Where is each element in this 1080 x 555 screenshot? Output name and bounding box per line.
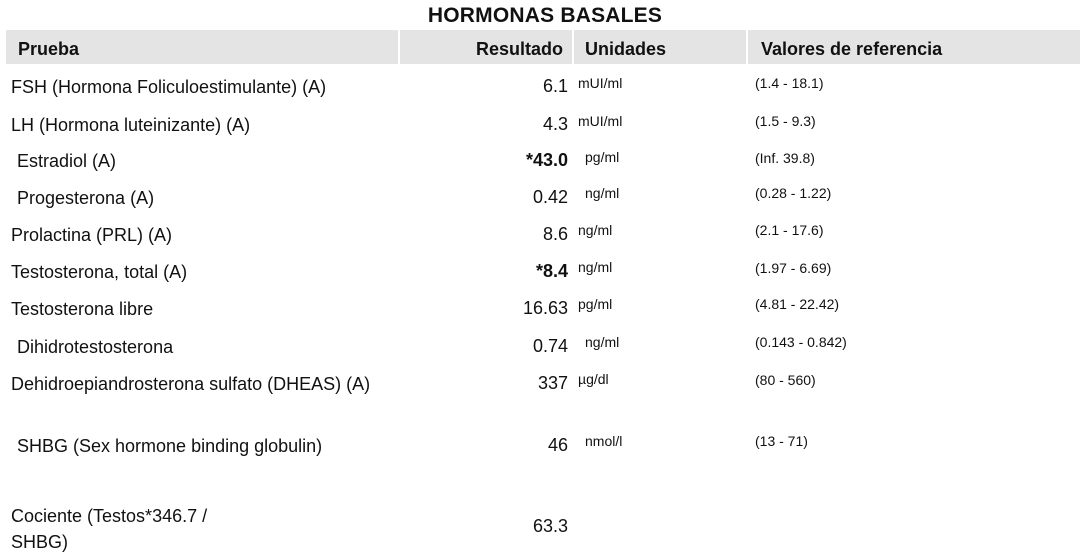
test-name: Estradiol (A) [17, 151, 117, 171]
test-result: 46 [547, 435, 568, 455]
test-units: ng/ml [578, 259, 613, 275]
test-result: 8.6 [542, 224, 568, 244]
test-units: mUI/ml [578, 113, 623, 129]
test-name: Progesterona (A) [17, 188, 155, 208]
test-units: pg/ml [585, 149, 620, 165]
test-units: mUI/ml [578, 75, 623, 91]
test-reference: (13 - 71) [755, 433, 808, 449]
test-name: Dihidrotestosterona [17, 337, 174, 357]
test-name: Prolactina (PRL) (A) [11, 225, 173, 245]
table-header: Prueba Resultado Unidades Valores de ref… [0, 30, 1080, 64]
column-header-test: Prueba [6, 30, 398, 64]
test-name: Cociente (Testos*346.7 / SHBG) [11, 506, 208, 552]
test-reference: (80 - 560) [755, 372, 816, 388]
test-reference: (1.5 - 9.3) [755, 113, 816, 129]
test-reference: (1.97 - 6.69) [755, 260, 832, 276]
test-result: 6.1 [542, 76, 568, 96]
test-units: ng/ml [585, 185, 620, 201]
test-units: µg/dl [578, 371, 609, 387]
test-name: LH (Hormona luteinizante) (A) [11, 115, 251, 135]
test-reference: (0.28 - 1.22) [755, 185, 832, 201]
test-result-flagged: *43.0 [525, 150, 568, 170]
test-result: 0.42 [532, 187, 568, 207]
test-name: Dehidroepiandrosterona sulfato (DHEAS) (… [11, 374, 371, 394]
test-result: 337 [537, 373, 568, 393]
test-name: SHBG (Sex hormone binding globulin) [17, 436, 323, 456]
test-units: pg/ml [578, 296, 613, 312]
test-reference: (Inf. 39.8) [755, 150, 815, 166]
test-result: 0.74 [532, 336, 568, 356]
test-units: nmol/l [585, 433, 623, 449]
test-name: Testosterona, total (A) [11, 262, 188, 282]
test-result: 4.3 [542, 114, 568, 134]
test-result: 16.63 [522, 298, 568, 318]
column-header-units: Unidades [574, 30, 746, 64]
column-header-result: Resultado [400, 30, 572, 64]
test-reference: (1.4 - 18.1) [755, 75, 824, 91]
test-units: ng/ml [578, 222, 613, 238]
test-result-flagged: *8.4 [535, 261, 568, 281]
test-name: FSH (Hormona Foliculoestimulante) (A) [11, 77, 327, 97]
test-reference: (0.143 - 0.842) [755, 334, 847, 350]
test-reference: (2.1 - 17.6) [755, 222, 824, 238]
test-name: Testosterona libre [11, 299, 154, 319]
test-units: ng/ml [585, 334, 620, 350]
column-header-reference: Valores de referencia [748, 30, 1080, 64]
test-reference: (4.81 - 22.42) [755, 296, 840, 312]
test-result: 63.3 [532, 516, 568, 536]
report-section-title: HORMONAS BASALES [427, 4, 663, 27]
